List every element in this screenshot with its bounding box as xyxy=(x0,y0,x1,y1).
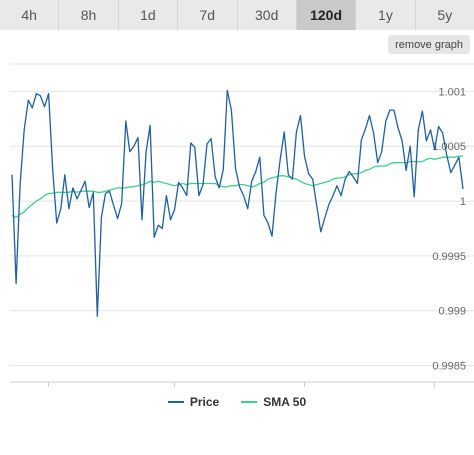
y-tick-label: 1.001 xyxy=(438,86,466,98)
y-tick-label: 1 xyxy=(460,196,466,208)
legend-item-sma[interactable]: SMA 50 xyxy=(241,395,306,409)
x-axis-ticks: Sep '25Oct '25Nov '25Dec '25 xyxy=(10,381,474,387)
y-tick-label: 1.0005 xyxy=(432,141,466,153)
price-line xyxy=(11,89,464,317)
y-tick-label: 0.9995 xyxy=(432,251,466,263)
legend-swatch-sma xyxy=(241,401,258,403)
y-tick-label: 0.9985 xyxy=(432,361,466,373)
y-tick-label: 0.999 xyxy=(438,306,466,318)
price-chart: 1.001 1.0005 1 0.9995 0.999 0.9985 Sep '25Oct… xyxy=(10,63,474,387)
tab-1y[interactable]: 1y xyxy=(356,0,416,30)
chart-legend: Price SMA 50 xyxy=(0,392,474,412)
y-axis-labels: 1.001 1.0005 1 0.9995 0.999 0.9985 xyxy=(432,86,466,372)
legend-swatch-price xyxy=(167,401,184,403)
tab-5y[interactable]: 5y xyxy=(437,7,453,23)
legend-label-price: Price xyxy=(189,395,220,409)
grid-lines xyxy=(10,63,474,367)
tab-4h[interactable]: 4h xyxy=(0,0,60,30)
series-lines xyxy=(11,89,464,317)
legend-label-sma: SMA 50 xyxy=(263,395,307,409)
tab-120d[interactable]: 120d xyxy=(296,0,357,30)
timeframe-tabs: 4h 8h 1d 7d 30d 120d 1y 5y xyxy=(0,0,474,30)
tab-7d[interactable]: 7d xyxy=(178,0,238,30)
legend-item-price[interactable]: Price xyxy=(167,395,220,409)
tab-8h[interactable]: 8h xyxy=(59,0,119,30)
remove-graph-button[interactable]: remove graph xyxy=(388,35,470,54)
sma-50-line xyxy=(11,155,463,219)
tab-30d[interactable]: 30d xyxy=(238,0,297,30)
tab-1d[interactable]: 1d xyxy=(119,0,179,30)
